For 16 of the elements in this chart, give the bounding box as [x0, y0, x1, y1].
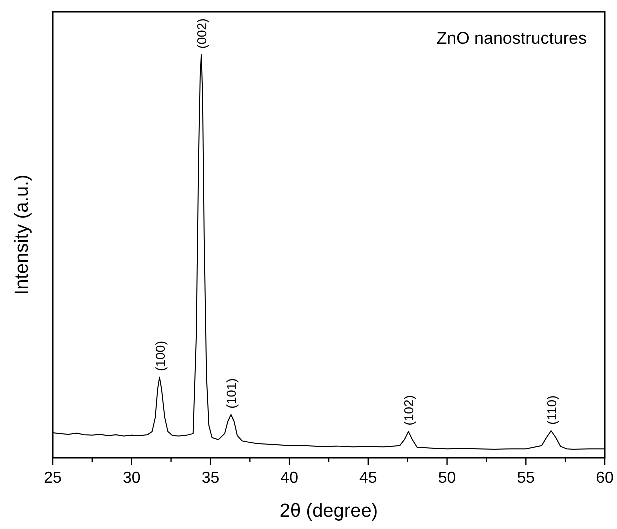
annotation: (101) — [224, 378, 240, 409]
x-tick-label: 60 — [596, 470, 614, 487]
x-tick-label: 50 — [438, 470, 456, 487]
annotation: (102) — [402, 395, 417, 426]
chart-title: ZnO nanostructures — [436, 29, 587, 48]
y-axis-title: Intensity (a.u.) — [12, 174, 33, 296]
x-tick-label: 35 — [202, 470, 220, 487]
x-tick-label: 30 — [122, 470, 141, 487]
annotation: (002) — [194, 18, 210, 49]
x-tick-label: 55 — [517, 470, 536, 487]
x-axis-title: 2θ (degree) — [280, 501, 378, 522]
x-tick-label: 45 — [360, 470, 378, 487]
annotation: (100) — [152, 341, 168, 372]
x-tick-label: 40 — [280, 470, 299, 487]
x-tick-label: 25 — [44, 470, 62, 487]
annotation: (110) — [544, 396, 560, 425]
